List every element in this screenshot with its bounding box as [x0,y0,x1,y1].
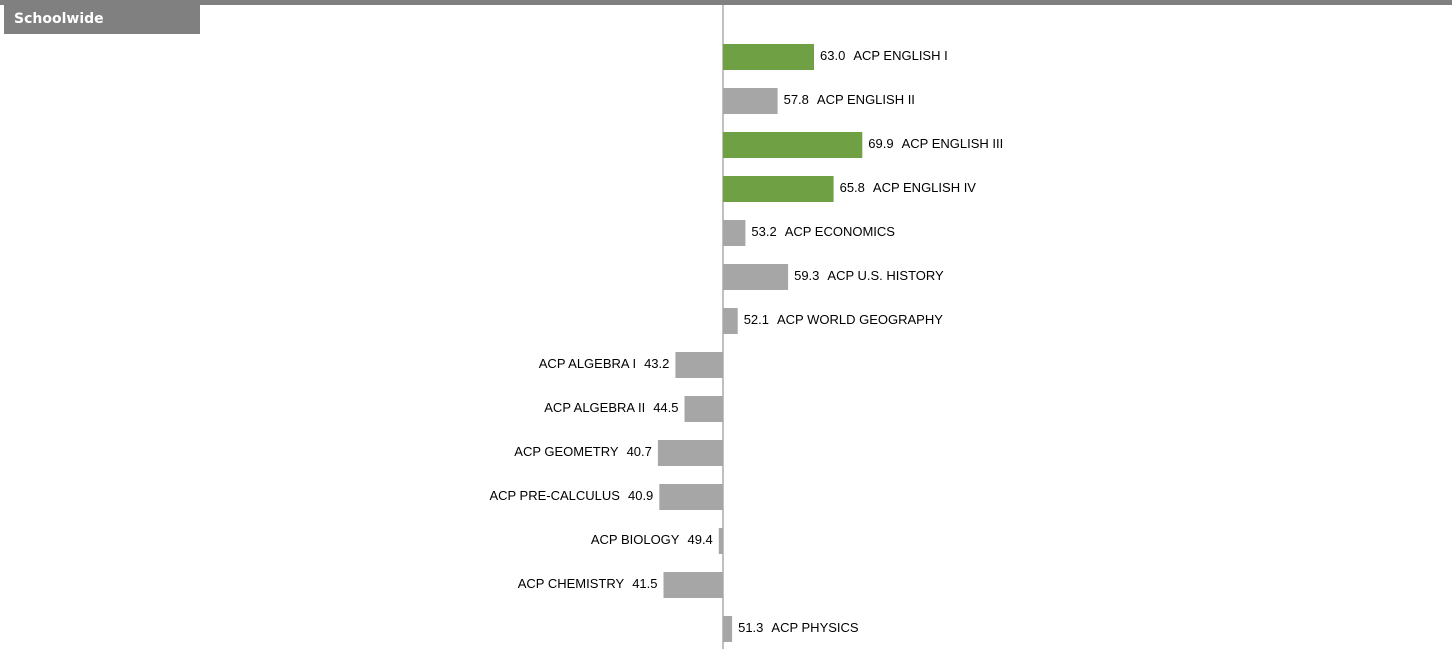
category-label: ACP PRE-CALCULUS [489,488,620,503]
bar [723,616,733,642]
value-label: 52.1 [744,312,769,327]
bar [657,440,723,466]
bar-label: 51.3 ACP PHYSICS [738,620,859,635]
value-label: 69.9 [868,136,893,151]
header-title: Schoolwide [14,11,104,27]
bar-label: ACP BIOLOGY 49.4 [591,532,713,547]
bar [684,396,723,422]
bar-label: ACP PRE-CALCULUS 40.9 [489,488,653,503]
bar-label: 63.0 ACP ENGLISH I [820,48,948,63]
bar [718,528,723,554]
category-label: ACP PHYSICS [771,620,859,635]
bar [723,220,746,246]
value-label: 43.2 [644,356,669,371]
category-label: ACP ENGLISH II [817,92,915,107]
category-label: ACP ENGLISH I [853,48,947,63]
bar [723,132,863,158]
bar-label: 59.3 ACP U.S. HISTORY [794,268,944,283]
bar-label: ACP ALGEBRA II 44.5 [544,400,678,415]
bar-label: ACP CHEMISTRY 41.5 [518,576,658,591]
bar-label: 53.2 ACP ECONOMICS [751,224,895,239]
bar [723,264,789,290]
value-label: 65.8 [840,180,865,195]
bar [659,484,723,510]
value-label: 53.2 [751,224,776,239]
category-label: ACP GEOMETRY [514,444,619,459]
value-label: 59.3 [794,268,819,283]
bar-label: 57.8 ACP ENGLISH II [784,92,915,107]
bar [723,88,778,114]
bar [675,352,723,378]
header-tab [4,0,200,34]
value-label: 63.0 [820,48,845,63]
bar-label: 52.1 ACP WORLD GEOGRAPHY [744,312,944,327]
value-label: 44.5 [653,400,678,415]
category-label: ACP ALGEBRA II [544,400,645,415]
value-label: 57.8 [784,92,809,107]
bar-label: 65.8 ACP ENGLISH IV [840,180,977,195]
bar-label: ACP GEOMETRY 40.7 [514,444,652,459]
bar [663,572,723,598]
category-label: ACP ECONOMICS [785,224,896,239]
header-bar [0,0,1452,5]
value-label: 49.4 [687,532,712,547]
category-label: ACP ALGEBRA I [539,356,636,371]
bar [723,176,834,202]
category-label: ACP WORLD GEOGRAPHY [777,312,943,327]
category-label: ACP BIOLOGY [591,532,680,547]
value-label: 51.3 [738,620,763,635]
category-label: ACP ENGLISH IV [873,180,976,195]
category-label: ACP ENGLISH III [902,136,1004,151]
bar [723,44,814,70]
bar-label: 69.9 ACP ENGLISH III [868,136,1003,151]
category-label: ACP CHEMISTRY [518,576,625,591]
value-label: 40.7 [627,444,652,459]
bar-label: ACP ALGEBRA I 43.2 [539,356,670,371]
bar [723,308,738,334]
value-label: 41.5 [632,576,657,591]
category-label: ACP U.S. HISTORY [827,268,944,283]
value-label: 40.9 [628,488,653,503]
